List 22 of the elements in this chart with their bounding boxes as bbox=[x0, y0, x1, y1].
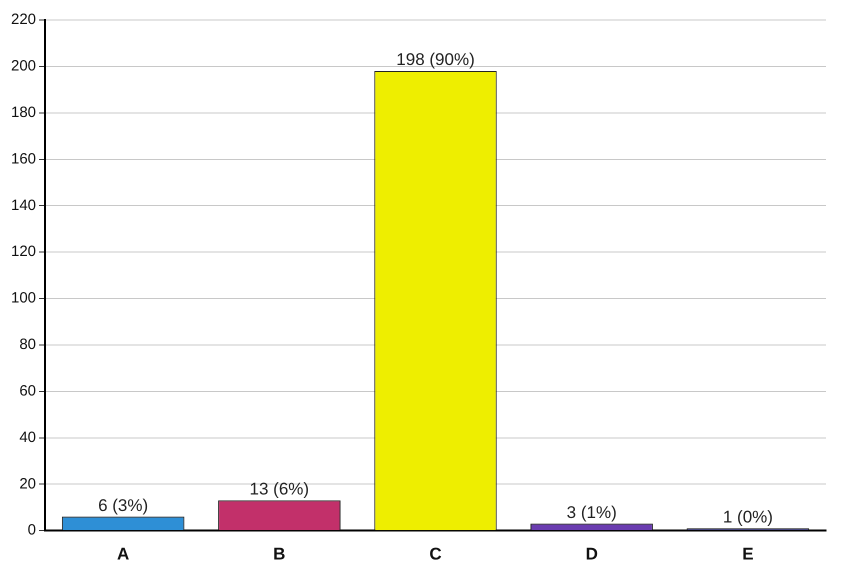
data-label: 198 (90%) bbox=[396, 50, 475, 70]
y-tick-label: 180 bbox=[10, 104, 36, 121]
data-label: 6 (3%) bbox=[98, 496, 148, 515]
y-tick-label: 0 bbox=[28, 522, 36, 539]
x-tick-label: C bbox=[429, 544, 442, 564]
y-tick-label: 80 bbox=[19, 336, 36, 354]
x-tick-label: A bbox=[116, 544, 130, 564]
x-tick-label: E bbox=[742, 544, 754, 564]
y-tick-label: 20 bbox=[19, 475, 36, 492]
y-tick-label: 140 bbox=[10, 196, 36, 214]
x-tick-label: D bbox=[586, 544, 598, 564]
y-tick-label: 100 bbox=[10, 290, 36, 307]
y-tick-label: 60 bbox=[19, 382, 36, 400]
data-label: 13 (6%) bbox=[250, 480, 310, 499]
y-tick-label: 160 bbox=[10, 150, 36, 168]
data-label: 3 (1%) bbox=[566, 502, 617, 522]
y-tick-label: 220 bbox=[10, 11, 36, 28]
y-tick-label: 200 bbox=[10, 58, 36, 75]
x-tick-label: B bbox=[273, 544, 286, 564]
data-label: 1 (0%) bbox=[722, 507, 773, 526]
y-tick-label: 120 bbox=[10, 243, 36, 260]
y-tick-label: 40 bbox=[19, 428, 36, 446]
